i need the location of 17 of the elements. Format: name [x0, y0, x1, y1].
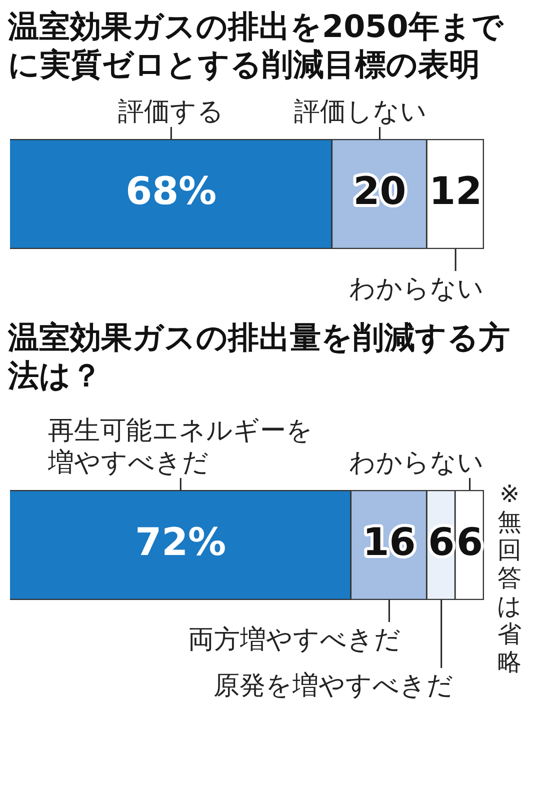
series-label: わからない: [349, 448, 484, 478]
data-label: 6: [428, 520, 455, 564]
series-label: 評価する: [118, 97, 224, 127]
series-label: 評価しない: [294, 97, 428, 127]
series-label: 再生可能エネルギーを増やすべきだ: [47, 416, 314, 478]
chart-title: 温室効果ガスの排出を2050年までに実質ゼロとする削減目標の表明: [8, 8, 505, 84]
series-label: わからない: [349, 274, 484, 304]
text: 原発を増やすべきだ: [213, 671, 454, 701]
text: ※無回答は省略: [497, 480, 522, 676]
series-label: 両方増やすべきだ: [188, 625, 402, 655]
data-label: 20: [353, 168, 406, 213]
data-label: 72%: [135, 520, 226, 564]
chart-title: 温室効果ガスの排出量を削減する方法は？: [8, 319, 511, 395]
data-label: 6: [456, 520, 484, 564]
data-label: 12: [429, 168, 482, 213]
data-label: 16: [362, 520, 416, 564]
data-label: 68%: [126, 168, 217, 213]
